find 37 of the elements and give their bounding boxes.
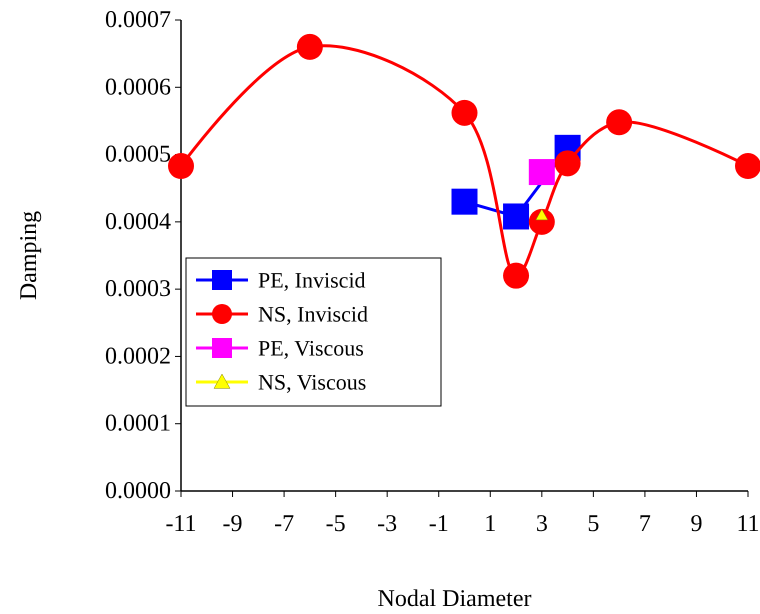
y-tick-label: 0.0007 <box>105 7 171 33</box>
x-tick-label: -7 <box>274 511 294 537</box>
x-tick-label: 1 <box>484 511 496 537</box>
y-tick-label: 0.0002 <box>105 343 171 370</box>
x-axis-title: Nodal Diameter <box>378 586 532 612</box>
x-tick-label: -1 <box>428 511 449 537</box>
y-axis-title: Damping <box>16 210 42 300</box>
point <box>296 34 323 60</box>
legend-label: PE, Inviscid <box>258 268 366 292</box>
legend-label: NS, Viscous <box>258 370 366 394</box>
point <box>536 208 548 220</box>
x-tick-label: -5 <box>326 511 346 537</box>
y-tick-label: 0.0005 <box>105 142 171 168</box>
y-tick-label: 0.0001 <box>105 410 171 437</box>
x-tick-label: 11 <box>736 511 760 537</box>
x-tick-label: -3 <box>377 511 398 537</box>
point <box>503 262 530 289</box>
y-tick-label: 0.0006 <box>105 74 171 100</box>
point <box>735 153 760 180</box>
legend-label: NS, Inviscid <box>258 302 368 326</box>
point <box>528 159 555 186</box>
point <box>606 109 632 136</box>
x-tick-label: -11 <box>165 511 197 537</box>
point <box>503 203 530 230</box>
point <box>452 100 478 126</box>
y-tick-label: 0.0003 <box>105 276 171 302</box>
legend-label: PE, Viscous <box>258 336 364 360</box>
x-tick-label: -9 <box>222 511 243 537</box>
y-tick-label: 0.0000 <box>105 478 171 504</box>
point <box>554 150 581 176</box>
x-tick-label: 9 <box>690 511 702 537</box>
x-tick-label: 3 <box>536 511 548 537</box>
point <box>168 153 194 180</box>
y-tick-label: 0.0004 <box>105 208 171 235</box>
x-tick-label: 7 <box>638 511 651 537</box>
x-tick-label: 5 <box>587 511 600 537</box>
point <box>452 188 478 215</box>
